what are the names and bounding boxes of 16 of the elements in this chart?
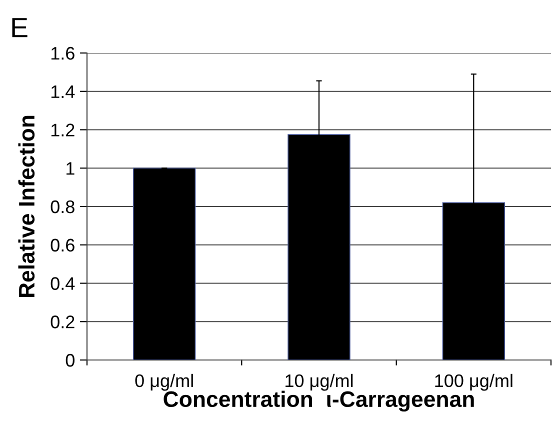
y-tick-label: 1 xyxy=(66,162,74,175)
text: E xyxy=(12,18,28,38)
x-tick-label: 0 μg/ml xyxy=(135,374,193,391)
bar xyxy=(132,168,196,360)
y-tick-label: 0.2 xyxy=(50,316,74,328)
x-tick-label: 100 μg/ml xyxy=(435,374,512,391)
x-axis-title: Concentration ι-Carrageenan xyxy=(164,390,474,412)
y-tick-label: 1.2 xyxy=(51,124,74,136)
y-tick-label: 0.4 xyxy=(50,277,75,290)
y-tick-label: 0 xyxy=(66,354,74,367)
y-tick-label: 0.8 xyxy=(50,200,74,214)
y-axis-title: Relative Infection xyxy=(18,116,35,298)
x-tick-label: 10 μg/ml xyxy=(286,374,353,391)
y-tick-label: 0.6 xyxy=(50,238,74,252)
y-tick-label: 1.4 xyxy=(51,85,75,98)
y-tick-label: 1.6 xyxy=(51,46,74,60)
